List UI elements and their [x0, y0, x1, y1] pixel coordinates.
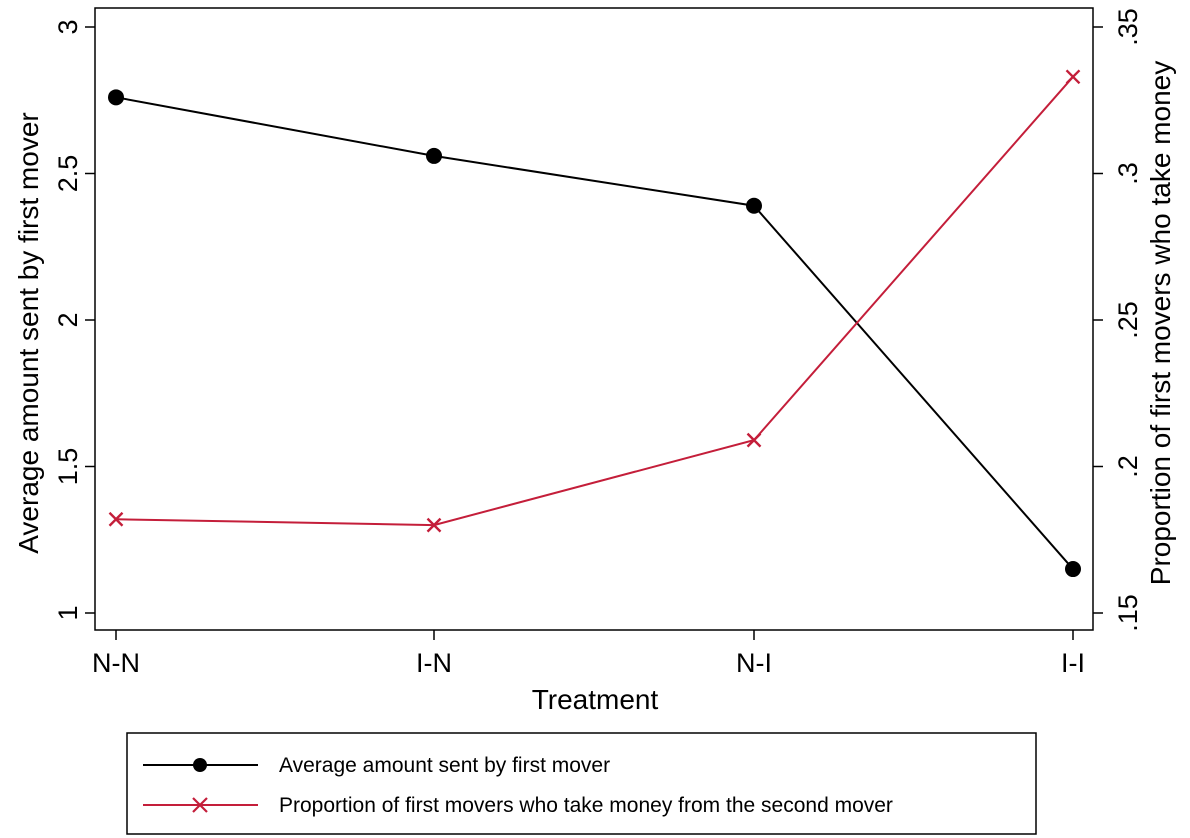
- series-1-line: [115, 96, 1074, 570]
- y-right-tick-label: .3: [1113, 162, 1143, 185]
- series-layer: [108, 69, 1081, 578]
- y-right-tick-label: .35: [1113, 8, 1143, 46]
- series-1-point: [108, 89, 124, 106]
- x-tick-label: N-I: [736, 648, 772, 678]
- y-left-tick-label: 2.5: [53, 155, 83, 193]
- y-right-tick-label: .25: [1113, 301, 1143, 339]
- legend-marker-series-2: [192, 797, 208, 813]
- y-right-tick-label: .15: [1113, 594, 1143, 632]
- series-2-point: [426, 517, 442, 533]
- right-axis-ticks: .15 .2 .25 .3 .35: [1093, 8, 1143, 632]
- x-tick-label: N-N: [92, 648, 140, 678]
- y-axis-right-title: Proportion of first movers who take mone…: [1145, 61, 1176, 585]
- y-left-tick-label: 1: [53, 605, 83, 620]
- series-1-point: [1065, 561, 1081, 578]
- legend-marker-series-1: [193, 758, 207, 772]
- y-left-tick-label: 2: [53, 312, 83, 327]
- series-2-point: [746, 432, 762, 448]
- x-tick-label: I-N: [416, 648, 452, 678]
- legend-label-series-1: Average amount sent by first mover: [279, 754, 610, 777]
- y-left-tick-label: 3: [53, 19, 83, 34]
- series-1-point: [426, 147, 442, 164]
- series-2-point: [108, 511, 124, 527]
- x-axis-title: Treatment: [532, 684, 659, 715]
- series-2-point: [1065, 69, 1081, 85]
- series-1-point: [746, 197, 762, 214]
- series-2-line: [115, 76, 1074, 527]
- plot-frame: [94, 7, 1094, 631]
- y-axis-left-title: Average amount sent by first mover: [13, 112, 44, 553]
- x-axis-ticks: N-N I-N N-I I-I: [92, 630, 1085, 678]
- left-axis-ticks: 1 1.5 2 2.5 3: [53, 19, 95, 621]
- y-left-tick-label: 1.5: [53, 448, 83, 486]
- legend: Average amount sent by first mover Propo…: [126, 732, 1037, 835]
- legend-box: [126, 732, 1037, 835]
- y-right-tick-label: .2: [1113, 455, 1143, 478]
- legend-label-series-2: Proportion of first movers who take mone…: [279, 794, 893, 817]
- x-tick-label: I-I: [1061, 648, 1085, 678]
